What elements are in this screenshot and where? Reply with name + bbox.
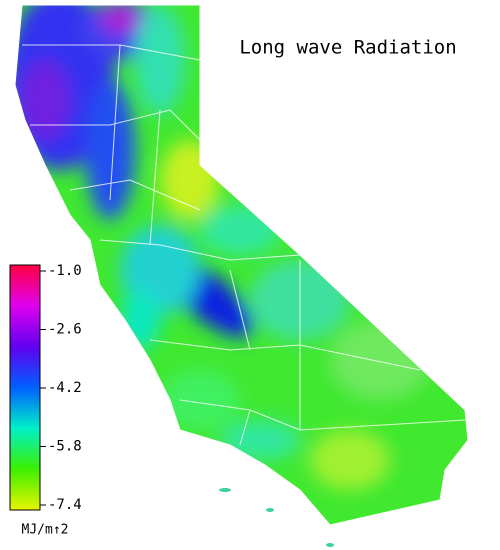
colorbar — [9, 264, 41, 511]
colorbar-tick-label: -5.8 — [48, 439, 82, 455]
colorbar-tick-label: -7.4 — [48, 497, 82, 513]
colorbar-tick-label: -4.2 — [48, 380, 82, 396]
colorbar-tick-label: -1.0 — [48, 263, 82, 279]
islands — [219, 488, 334, 547]
colorbar-unit: MJ/m↑2 — [22, 523, 69, 538]
map-title: Long wave Radiation — [239, 37, 456, 59]
state-outline — [14, 4, 469, 526]
colorbar-tick-label: -2.6 — [48, 322, 82, 338]
colorbar-ticks: -1.0 -2.6 -4.2 -5.8 -7.4 — [40, 263, 82, 513]
